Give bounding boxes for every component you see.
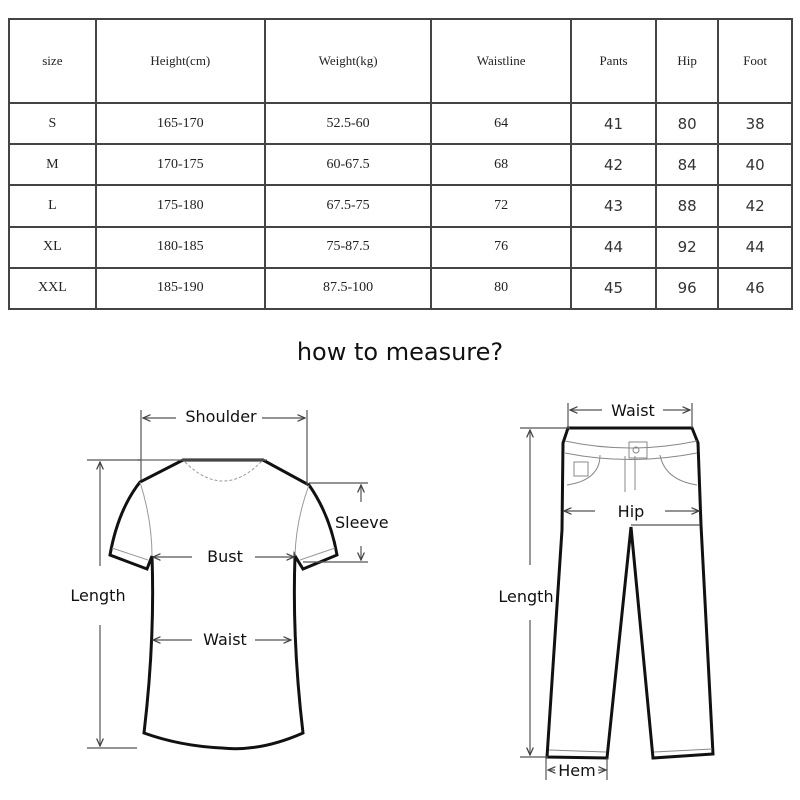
tshirt-collar	[184, 461, 262, 482]
table-cell: 38	[717, 101, 793, 146]
pants-diagram	[520, 403, 715, 780]
table-cell: 44	[717, 225, 793, 269]
table-cell: 88	[655, 184, 720, 228]
table-cell: 42	[717, 184, 793, 228]
header-cell: Weight(kg)	[263, 18, 433, 104]
table-cell: 170-175	[94, 143, 266, 187]
table-cell: 72	[430, 184, 572, 228]
measure-title: how to measure?	[296, 338, 504, 366]
table-cell: 165-170	[94, 101, 266, 146]
label-pants-waist: Waist	[611, 401, 655, 420]
table-cell: 68	[430, 143, 572, 187]
label-shoulder: Shoulder	[185, 407, 257, 426]
table-cell: S	[8, 101, 97, 146]
label-sleeve: Sleeve	[335, 513, 389, 532]
table-cell: 185-190	[94, 266, 266, 311]
table-cell: 67.5-75	[263, 184, 433, 228]
label-shirt-waist: Waist	[203, 630, 247, 649]
header-cell: Pants	[569, 18, 658, 104]
table-row: XXL 185-190 87.5-100 80 45 96 46	[8, 266, 793, 311]
table-cell: 60-67.5	[263, 143, 433, 187]
table-cell: 75-87.5	[263, 225, 433, 269]
header-cell: Waistline	[430, 18, 572, 104]
size-table: size Height(cm) Weight(kg) Waistline Pan…	[8, 18, 793, 311]
table-cell: 64	[430, 101, 572, 146]
header-cell: Foot	[717, 18, 793, 104]
table-cell: XXL	[8, 266, 97, 311]
label-shirt-length: Length	[70, 586, 125, 605]
pants-outline	[545, 426, 715, 760]
table-row: L 175-180 67.5-75 72 43 88 42	[8, 184, 793, 228]
table-cell: M	[8, 143, 97, 187]
table-cell: 76	[430, 225, 572, 269]
label-pants-length: Length	[498, 587, 553, 606]
table-cell: 52.5-60	[263, 101, 433, 146]
label-bust: Bust	[207, 547, 243, 566]
table-cell: 87.5-100	[263, 266, 433, 311]
header-cell: Height(cm)	[94, 18, 266, 104]
table-row: M 170-175 60-67.5 68 42 84 40	[8, 143, 793, 187]
table-row: S 165-170 52.5-60 64 41 80 38	[8, 101, 793, 146]
table-cell: XL	[8, 225, 97, 269]
table-cell: 41	[569, 101, 658, 146]
table-cell: 84	[655, 143, 720, 187]
table-cell: 180-185	[94, 225, 266, 269]
table-header-row: size Height(cm) Weight(kg) Waistline Pan…	[8, 18, 793, 104]
table-cell: 92	[655, 225, 720, 269]
header-cell: size	[8, 18, 97, 104]
table-row: XL 180-185 75-87.5 76 44 92 44	[8, 225, 793, 269]
table-cell: 46	[717, 266, 793, 311]
table-cell: L	[8, 184, 97, 228]
table-cell: 80	[430, 266, 572, 311]
label-hip: Hip	[618, 502, 645, 521]
tshirt-diagram	[87, 410, 368, 751]
table-cell: 175-180	[94, 184, 266, 228]
table-cell: 44	[569, 225, 658, 269]
table-cell: 40	[717, 143, 793, 187]
label-hem: Hem	[558, 761, 595, 780]
table-cell: 96	[655, 266, 720, 311]
table-cell: 42	[569, 143, 658, 187]
table-cell: 45	[569, 266, 658, 311]
header-cell: Hip	[655, 18, 720, 104]
table-cell: 80	[655, 101, 720, 146]
table-cell: 43	[569, 184, 658, 228]
